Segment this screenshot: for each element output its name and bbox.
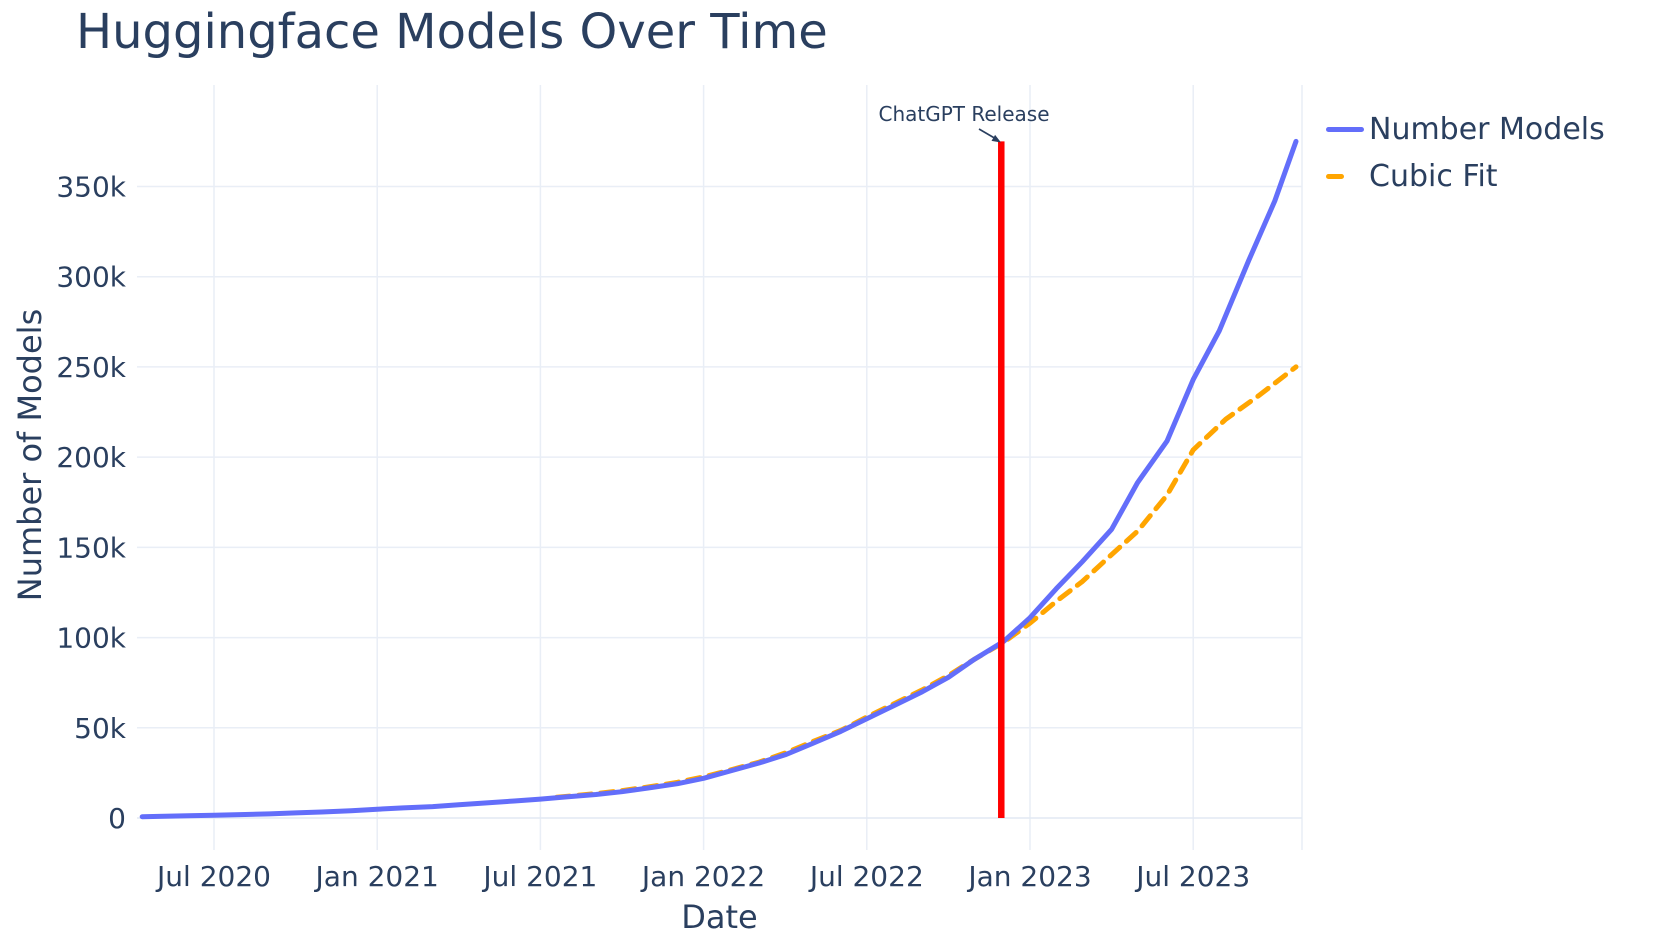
number-models-line-sample-icon xyxy=(1326,127,1364,132)
y-tick-label: 250k xyxy=(56,351,126,384)
y-tick-label: 0 xyxy=(108,802,126,835)
legend-item-cubic-fit[interactable]: Cubic Fit xyxy=(1326,153,1605,200)
y-axis-title: Number of Models xyxy=(11,308,49,602)
x-tick-label: Jan 2022 xyxy=(640,860,765,893)
y-tick-label: 150k xyxy=(56,531,126,564)
annotation-arrowhead-icon xyxy=(991,134,1001,143)
legend-label-number-models: Number Models xyxy=(1369,112,1605,147)
cubic-fit-dash-sample-icon xyxy=(1326,174,1364,179)
series-line-cubic-fit xyxy=(554,364,1299,800)
x-tick-label: Jul 2023 xyxy=(1134,860,1250,893)
y-tick-label: 200k xyxy=(56,441,126,474)
y-tick-label: 300k xyxy=(56,261,126,294)
y-tick-label: 100k xyxy=(56,622,126,655)
x-tick-label: Jul 2022 xyxy=(808,860,924,893)
chart-title: Huggingface Models Over Time xyxy=(76,4,828,60)
y-tick-label: 50k xyxy=(74,712,127,745)
y-tick-label: 350k xyxy=(56,170,126,203)
x-axis-title: Date xyxy=(681,898,758,936)
x-tick-label: Jul 2021 xyxy=(481,860,597,893)
legend-item-number-models[interactable]: Number Models xyxy=(1326,106,1605,153)
x-tick-label: Jan 2021 xyxy=(314,860,439,893)
chatgpt-release-annotation: ChatGPT Release xyxy=(878,102,1049,126)
legend: Number Models Cubic Fit xyxy=(1326,106,1605,200)
legend-label-cubic-fit: Cubic Fit xyxy=(1369,159,1498,194)
x-tick-label: Jul 2020 xyxy=(155,860,271,893)
x-tick-label: Jan 2023 xyxy=(966,860,1091,893)
series-line-number-models xyxy=(139,138,1299,820)
